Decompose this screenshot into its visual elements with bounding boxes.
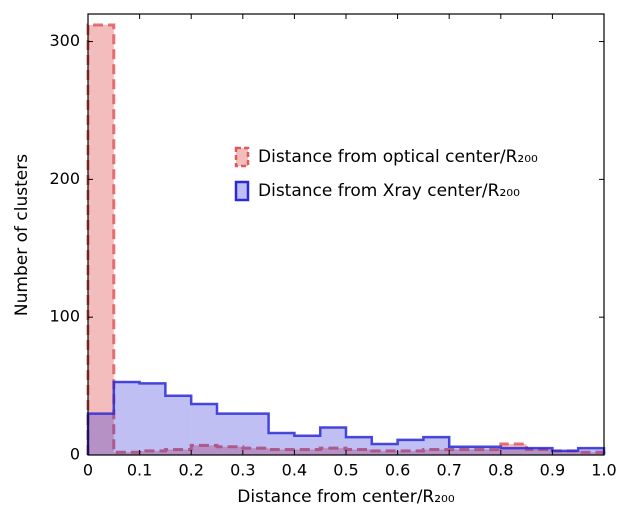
histogram-bar <box>217 446 243 455</box>
y-tick-label: 0 <box>70 445 80 464</box>
x-tick-label: 0.7 <box>436 461 461 480</box>
x-tick-label: 0.4 <box>282 461 307 480</box>
y-axis-label: Number of clusters <box>12 154 32 316</box>
x-tick-label: 0.6 <box>385 461 410 480</box>
histogram-bar <box>346 437 372 455</box>
histogram-bar <box>552 450 579 455</box>
histogram-bar <box>371 443 398 455</box>
histogram-bar <box>165 395 192 455</box>
x-tick-label: 1.0 <box>591 461 616 480</box>
histogram-bar <box>500 448 527 455</box>
histogram-bar <box>449 449 475 455</box>
histogram-bar <box>268 449 295 455</box>
legend-label: Distance from Xray center/R₂₀₀ <box>258 181 520 201</box>
histogram-bar <box>397 450 424 455</box>
y-tick-label: 100 <box>49 307 80 326</box>
x-tick-label: 0.5 <box>333 461 358 480</box>
histogram-bar <box>526 449 553 455</box>
histogram-bar <box>242 413 269 455</box>
histogram-bar <box>113 381 140 455</box>
histogram-bar <box>475 449 501 455</box>
histogram-bar <box>500 443 527 455</box>
histogram-bar <box>139 450 166 455</box>
histogram-bar <box>294 435 321 455</box>
histogram-bar <box>191 445 217 455</box>
histogram-bar <box>449 446 475 455</box>
histogram-bar <box>475 446 501 455</box>
histogram-bar <box>371 450 398 455</box>
x-axis-label: Distance from center/R₂₀₀ <box>237 487 455 507</box>
histogram-bar <box>346 449 372 455</box>
y-tick-label: 200 <box>49 169 80 188</box>
x-tick-label: 0.3 <box>230 461 255 480</box>
histogram-bar <box>191 404 217 455</box>
histogram-bar <box>320 427 346 455</box>
x-tick-label: 0.9 <box>540 461 565 480</box>
histogram-bar <box>88 25 114 456</box>
legend-swatch <box>234 180 250 202</box>
histogram-bar <box>423 449 450 455</box>
x-tick-label: 0.1 <box>127 461 152 480</box>
histogram-bar <box>578 452 604 455</box>
histogram-bar <box>526 448 553 455</box>
histogram-bar <box>423 437 450 455</box>
y-tick-label: 300 <box>49 31 80 50</box>
histogram-bar <box>294 449 321 455</box>
x-tick-label: 0.8 <box>488 461 513 480</box>
x-tick-label: 0 <box>83 461 93 480</box>
histogram-bar <box>242 448 269 455</box>
histogram-bar <box>217 413 243 455</box>
histogram-bar <box>139 383 166 455</box>
histogram-bar <box>552 450 579 455</box>
histogram-outline <box>86 380 606 455</box>
histogram-bar <box>397 439 424 455</box>
x-tick-label: 0.2 <box>178 461 203 480</box>
legend-swatch <box>234 146 250 168</box>
histogram-bar <box>578 448 604 455</box>
histogram-bar <box>320 448 346 455</box>
histogram-bar <box>268 432 295 455</box>
legend-label: Distance from optical center/R₂₀₀ <box>258 147 538 167</box>
histogram-bar <box>88 413 114 455</box>
histogram-bar <box>113 452 140 455</box>
histogram-bar <box>165 449 192 455</box>
